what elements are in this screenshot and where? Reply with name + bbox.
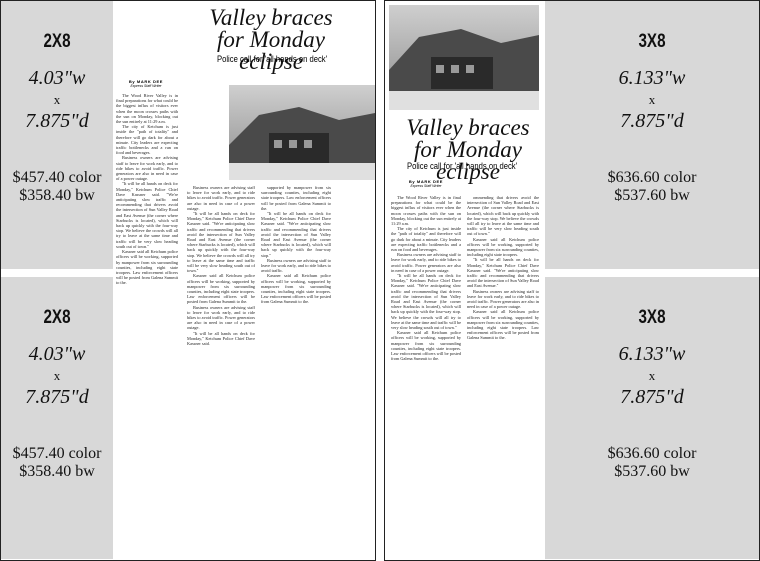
paragraph: "It will be all hands on deck for Monday… <box>261 211 331 258</box>
ad-by: x <box>545 92 759 108</box>
paragraph: "It will be all hands on deck for Monday… <box>391 273 461 330</box>
ad-box: 2X8 4.03"w x 7.875"d $457.40 color$358.40 bw <box>1 277 113 559</box>
ad-by: x <box>1 92 113 108</box>
ad-by: x <box>1 368 113 384</box>
ad-box: 2X8 4.03"w x 7.875"d $457.40 color$358.40 bw <box>1 1 113 269</box>
ad-depth: 7.875"d <box>1 386 113 409</box>
ad-by: x <box>545 368 759 384</box>
paragraph: Business owners are advising staff to le… <box>261 258 331 274</box>
ad-size: 3X8 <box>566 307 737 329</box>
paragraph: Kassner said all Ketchum police officers… <box>467 309 539 340</box>
ad-depth: 7.875"d <box>545 386 759 409</box>
paragraph: Business owners are advising staff to le… <box>467 289 539 310</box>
paragraph: The city of Ketchum is just inside the "… <box>116 124 178 155</box>
subhead: Police call for 'all hands on deck' <box>407 161 517 171</box>
ad-width: 6.133"w <box>545 67 759 90</box>
ad-size: 2X8 <box>12 31 102 53</box>
paragraph: Kassner said all Ketchum police officers… <box>187 273 255 304</box>
text-column: ommending that drivers avoid the interse… <box>467 195 539 559</box>
paragraph: Business owners are advising staff to le… <box>187 305 255 331</box>
ad-box: 3X8 6.133"w x 7.875"d $636.60 color$537.60 b… <box>545 1 759 269</box>
paragraph: The Wood River Valley is in final prepar… <box>116 93 178 124</box>
ad-bw-price: $358.40 bw <box>1 463 113 481</box>
ad-depth: 7.875"d <box>1 110 113 133</box>
ad-color-price: $457.40 color <box>1 445 113 463</box>
ad-width: 4.03"w <box>1 343 113 366</box>
ad-bw-price: $358.40 bw <box>1 187 113 205</box>
ad-size: 3X8 <box>566 31 737 53</box>
subhead: Police call for 'all hands on deck' <box>217 54 327 64</box>
paragraph: The city of Ketchum is just inside the "… <box>391 226 461 252</box>
paragraph: Kassner said all Ketchum police officers… <box>391 330 461 361</box>
paragraph: Business owners are advising staff to le… <box>116 155 178 181</box>
ad-depth: 7.875"d <box>545 110 759 133</box>
paragraph: "It will be all hands on deck for Monday… <box>187 211 255 273</box>
ad-color-price: $636.60 color <box>545 169 759 187</box>
paragraph: supported by manpower from six surroundi… <box>261 185 331 211</box>
text-column: Business owners are advising staff to le… <box>187 185 255 559</box>
paragraph: "It will be all hands on deck for Monday… <box>116 181 178 249</box>
credit: Express Staff Writer <box>395 184 457 188</box>
ad-bw-price: $537.60 bw <box>545 463 759 481</box>
ad-color-price: $636.60 color <box>545 445 759 463</box>
paragraph: Kassner said all Ketchum police officers… <box>261 273 331 304</box>
text-column: The Wood River Valley is in final prepar… <box>116 93 178 559</box>
ad-width: 6.133"w <box>545 343 759 366</box>
ad-width: 4.03"w <box>1 67 113 90</box>
paragraph: Kassner said all Ketchum police officers… <box>116 249 178 285</box>
photo <box>229 85 375 180</box>
paragraph: Business owners are advising staff to le… <box>391 252 461 273</box>
photo <box>389 5 539 110</box>
text-column: The Wood River Valley is in final prepar… <box>391 195 461 559</box>
ad-bw-price: $537.60 bw <box>545 187 759 205</box>
headline: Valley braces for Monday eclipse <box>393 117 543 183</box>
paragraph: "It will be all hands on deck for Monday… <box>187 331 255 347</box>
paragraph: ommending that drivers avoid the interse… <box>467 195 539 237</box>
text-column: supported by manpower from six surroundi… <box>261 185 331 559</box>
paragraph: Kassner said all Ketchum police officers… <box>467 237 539 258</box>
credit: Express Staff Writer <box>116 84 176 88</box>
paragraph: Business owners are advising staff to le… <box>187 185 255 211</box>
paragraph: "It will be all hands on deck for Monday… <box>467 257 539 288</box>
ad-size: 2X8 <box>12 307 102 329</box>
ad-box: 3X8 6.133"w x 7.875"d $636.60 color$537.60 b… <box>545 277 759 559</box>
page-root: 2X84.03"wx7.875"d$457.40 color$358.40 bw… <box>0 0 760 561</box>
paragraph: The Wood River Valley is in final prepar… <box>391 195 461 226</box>
ad-color-price: $457.40 color <box>1 169 113 187</box>
